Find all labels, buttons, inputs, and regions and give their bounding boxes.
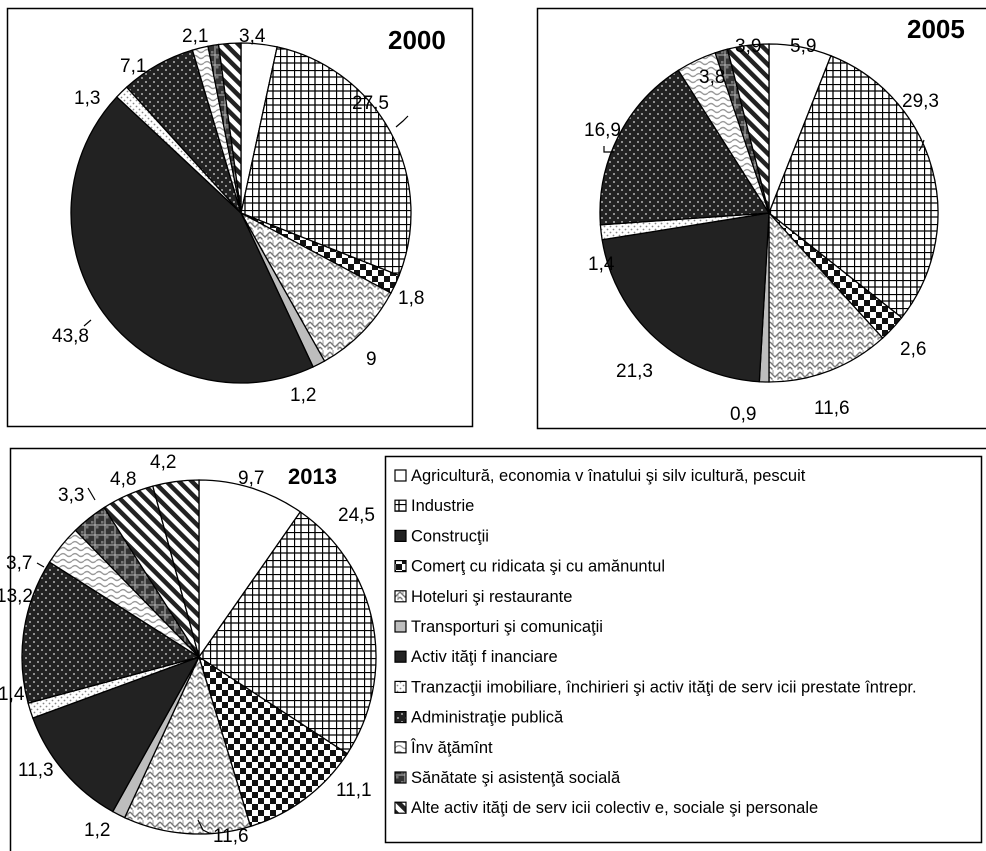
label-2000-industry: 27,5 bbox=[352, 93, 389, 114]
label-2005-transport: 0,9 bbox=[730, 404, 756, 425]
legend-swatch-7 bbox=[394, 680, 407, 694]
leader-2013-3-3 bbox=[87, 487, 96, 501]
title-2013: 2013 bbox=[288, 464, 337, 489]
legend-label-10: Sănătate şi asistenţă socială bbox=[411, 769, 621, 787]
legend-swatch-2 bbox=[394, 529, 407, 543]
label-2013-industry: 24,5 bbox=[338, 505, 375, 526]
legend-swatch-6 bbox=[394, 650, 407, 663]
pie-slice-2013-4 bbox=[123, 655, 252, 835]
legend-swatch-1 bbox=[394, 499, 407, 512]
pie-slice-2000-6 bbox=[70, 96, 314, 384]
leader-2000-43-8 bbox=[83, 319, 92, 327]
leader-2000-27-5 bbox=[395, 115, 409, 128]
pie-slice-2013-1 bbox=[198, 510, 377, 755]
label-2000-other: 2,1 bbox=[182, 26, 208, 47]
legend-label-9: Înv ăţămînt bbox=[410, 738, 493, 757]
leader-2013-11-6 bbox=[197, 819, 210, 834]
label-2013-education: 3,7 bbox=[6, 553, 32, 574]
legend-swatch-8 bbox=[394, 710, 407, 724]
label-2005-education: 3,8 bbox=[699, 67, 725, 88]
pie-slice-2013-0 bbox=[198, 479, 302, 660]
pie-slice-2013-3 bbox=[197, 655, 349, 828]
label-2005-admin: 16,9 bbox=[584, 120, 621, 141]
pie-slice-2013-8 bbox=[21, 561, 201, 704]
label-2013-transport: 1,2 bbox=[84, 820, 110, 841]
label-2013-other-b: 4,2 bbox=[150, 452, 176, 473]
label-2013-hotels: 11,6 bbox=[213, 826, 249, 847]
legend-label-3: Comerţ cu ridicata şi cu amănuntul bbox=[411, 558, 665, 576]
label-2013-agriculture: 9,7 bbox=[238, 468, 264, 489]
pie-2013 bbox=[21, 479, 377, 835]
pie-slice-2000-1 bbox=[240, 46, 412, 277]
label-2000-agriculture: 3,4 bbox=[239, 26, 266, 47]
label-2000-hotels: 9 bbox=[366, 349, 377, 370]
label-2005-industry: 29,3 bbox=[902, 91, 939, 112]
leader-2005-29-3 bbox=[918, 139, 925, 152]
pie-slice-2000-4 bbox=[239, 211, 392, 362]
label-2013-health: 3,3 bbox=[58, 485, 84, 506]
legend-box bbox=[384, 455, 983, 844]
label-2000-realestate: 1,3 bbox=[74, 88, 100, 109]
legend-label-8: Administraţie publică bbox=[411, 709, 564, 727]
label-2013-realestate: 1,4 bbox=[0, 684, 25, 705]
legend-label-1: Industrie bbox=[411, 497, 474, 515]
legend-label-0: Agricultură, economia v înatului şi silv… bbox=[411, 467, 806, 485]
legend-swatch-10 bbox=[394, 771, 407, 784]
pie-slice-2005-4 bbox=[768, 211, 884, 383]
pie-slice-2000-11 bbox=[217, 42, 242, 214]
legend-label-6: Activ ităţi f inanciare bbox=[411, 648, 558, 666]
legend-label-4: Hoteluri şi restaurante bbox=[411, 588, 572, 606]
label-2013-other-a: 4,8 bbox=[110, 469, 136, 490]
label-2000-transport: 1,2 bbox=[290, 385, 316, 406]
legend-swatch-3 bbox=[394, 559, 407, 573]
label-2000-finance: 43,8 bbox=[52, 326, 89, 347]
label-2005-finance: 21,3 bbox=[616, 361, 653, 382]
title-2005: 2005 bbox=[907, 14, 965, 44]
legend-swatch-11 bbox=[394, 801, 407, 814]
legend-swatch-0 bbox=[394, 469, 407, 482]
pie-slice-2005-11 bbox=[726, 43, 770, 214]
title-2000: 2000 bbox=[388, 25, 446, 55]
pie-2000 bbox=[70, 42, 412, 384]
label-2005-hotels: 11,6 bbox=[814, 398, 850, 419]
legend-label-7: Tranzacţii imobiliare, închirieri şi act… bbox=[411, 678, 917, 696]
pie-slice-2005-6 bbox=[601, 212, 770, 383]
label-2013-admin: 13,2 bbox=[0, 586, 33, 607]
label-2005-agriculture: 5,9 bbox=[790, 36, 816, 57]
label-2013-finance: 11,3 bbox=[18, 760, 54, 781]
legend-swatch-9 bbox=[394, 741, 407, 754]
pie-slice-2013-6 bbox=[32, 655, 201, 813]
label-2005-realestate: 1,4 bbox=[588, 254, 615, 275]
pie-slice-2013-12 bbox=[152, 479, 200, 658]
legend-label-11: Alte activ ităţi de serv icii colectiv e… bbox=[411, 799, 818, 817]
legend-swatch-4 bbox=[394, 590, 407, 603]
legend-label-5: Transporturi şi comunicaţii bbox=[411, 618, 603, 636]
legend-swatch-5 bbox=[394, 620, 407, 633]
label-2005-trade: 2,6 bbox=[900, 339, 926, 360]
label-2000-trade: 1,8 bbox=[398, 288, 424, 309]
label-2005-other: 3,9 bbox=[735, 36, 761, 57]
pie-slice-2005-8 bbox=[599, 69, 771, 226]
leader-lines bbox=[36, 115, 925, 834]
legend-label-2: Construcţii bbox=[411, 527, 489, 545]
legend: Agricultură, economia v înatului şi silv… bbox=[384, 455, 983, 844]
leader-2013-3-7 bbox=[36, 562, 45, 568]
leader-2005-16-9 bbox=[603, 146, 614, 153]
pie-slice-2005-1 bbox=[768, 54, 939, 319]
pie-2005 bbox=[599, 43, 939, 383]
label-2013-trade: 11,1 bbox=[336, 780, 372, 801]
label-2000-admin: 7,1 bbox=[120, 56, 146, 77]
